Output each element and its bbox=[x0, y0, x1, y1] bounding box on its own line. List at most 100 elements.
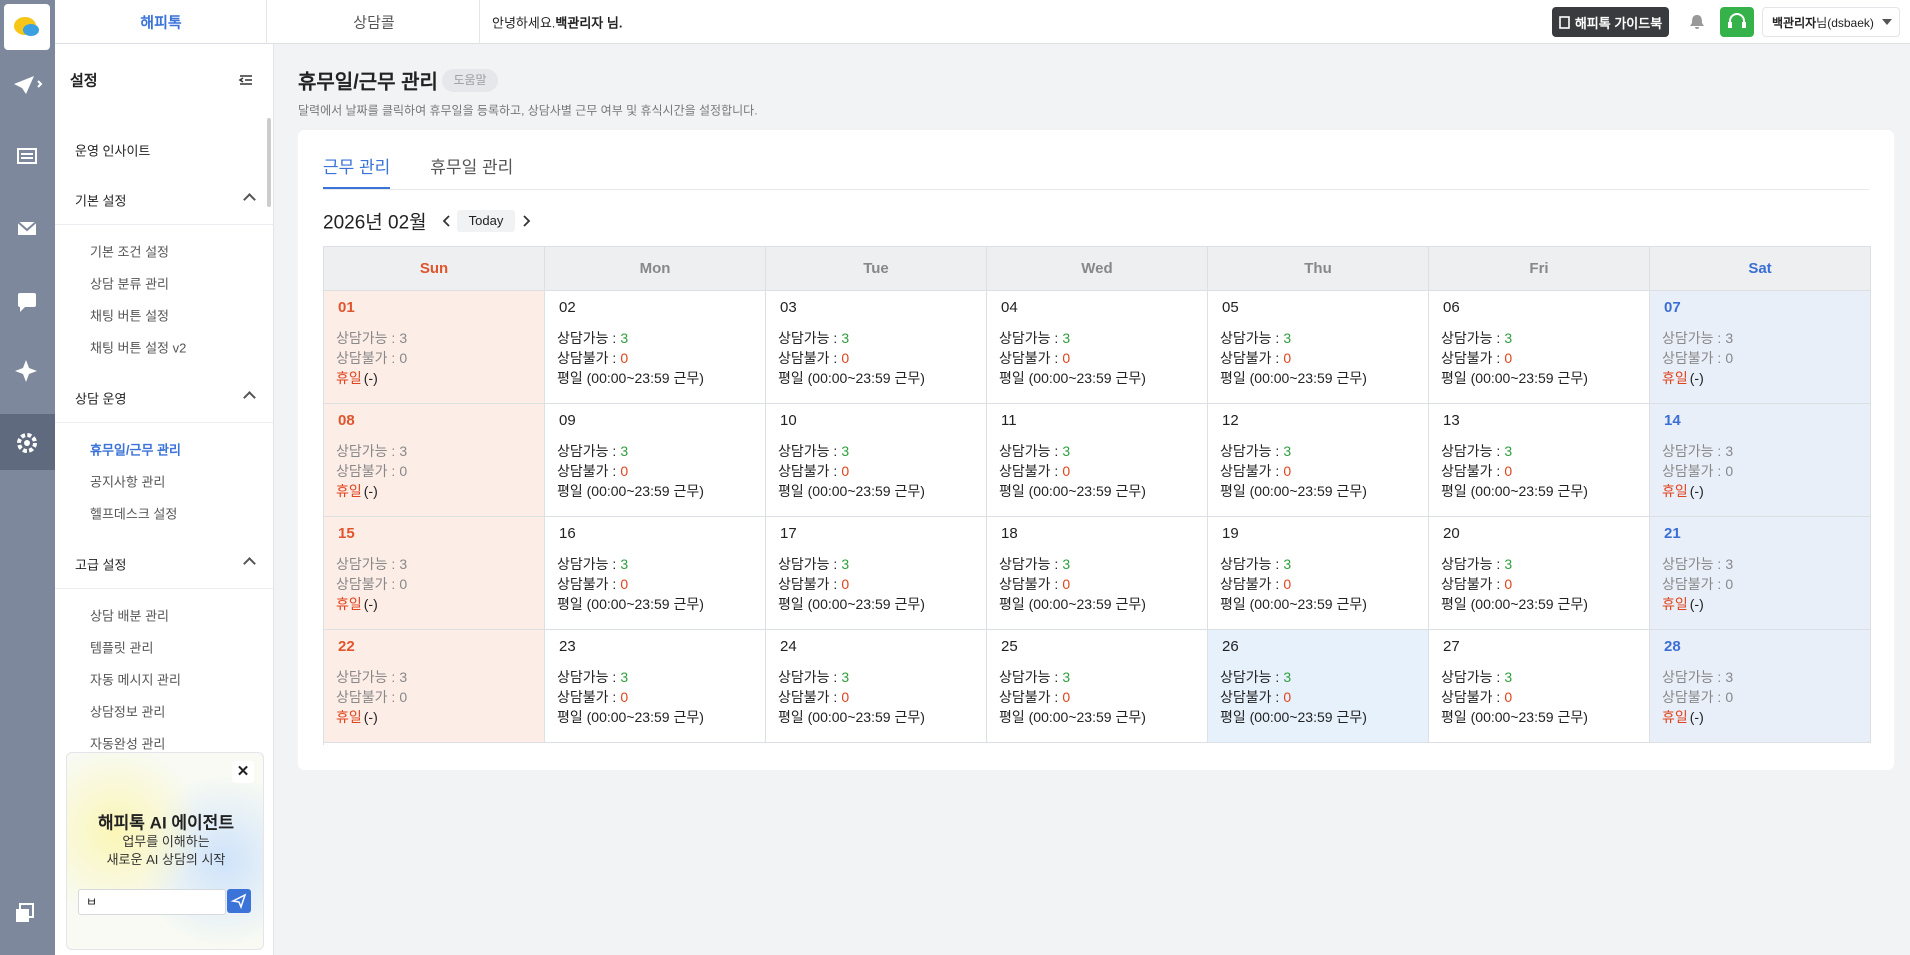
day-status: 평일 (00:00~23:59 근무) bbox=[999, 368, 1146, 388]
prev-button[interactable] bbox=[438, 211, 456, 231]
menu-item[interactable]: 채팅 버튼 설정 v2 bbox=[90, 340, 187, 356]
logo[interactable] bbox=[4, 4, 50, 50]
menu-item[interactable]: 상담 배분 관리 bbox=[90, 608, 169, 624]
menu-section[interactable]: 운영 인사이트 bbox=[75, 143, 151, 159]
tab-active[interactable]: 근무 관리 bbox=[323, 153, 391, 189]
day-line: 상담불가 :0 bbox=[336, 461, 407, 481]
menu-section[interactable]: 고급 설정 bbox=[75, 557, 127, 573]
menu-item[interactable]: 상담 분류 관리 bbox=[90, 276, 169, 292]
line-value: 3 bbox=[1725, 556, 1734, 572]
menu-item-active[interactable]: 휴무일/근무 관리 bbox=[90, 442, 181, 458]
day-cell[interactable]: 13 상담가능 :3 상담불가 :0 평일 (00:00~23:59 근무) bbox=[1429, 404, 1650, 517]
menu-item[interactable]: 템플릿 관리 bbox=[90, 640, 154, 656]
help-button[interactable]: 도움말 bbox=[442, 69, 498, 92]
menu-section[interactable]: 상담 운영 bbox=[75, 391, 127, 407]
day-cell[interactable]: 18 상담가능 :3 상담불가 :0 평일 (00:00~23:59 근무) bbox=[987, 517, 1208, 630]
day-status: 평일 (00:00~23:59 근무) bbox=[999, 594, 1146, 614]
tab[interactable]: 휴무일 관리 bbox=[430, 158, 514, 177]
menu-item[interactable]: 공지사항 관리 bbox=[90, 474, 166, 490]
next-button[interactable] bbox=[517, 211, 535, 231]
guide-button[interactable]: 해피톡 가이드북 bbox=[1552, 7, 1669, 37]
status: 평일 (00:00~23:59 근무) bbox=[999, 370, 1146, 386]
day-cell[interactable]: 04 상담가능 :3 상담불가 :0 평일 (00:00~23:59 근무) bbox=[987, 291, 1208, 404]
day-cell[interactable]: 22 상담가능 :3 상담불가 :0 휴일 (-) bbox=[324, 630, 545, 743]
menu-item[interactable]: 자동완성 관리 bbox=[90, 736, 166, 752]
close-button[interactable]: ✕ bbox=[232, 761, 254, 783]
today-button[interactable]: Today bbox=[457, 210, 515, 232]
day-cell[interactable]: 20 상담가능 :3 상담불가 :0 평일 (00:00~23:59 근무) bbox=[1429, 517, 1650, 630]
line-value: 3 bbox=[399, 556, 408, 572]
status: 평일 (00:00~23:59 근무) bbox=[1220, 709, 1367, 725]
day-cell[interactable]: 21 상담가능 :3 상담불가 :0 휴일 (-) bbox=[1650, 517, 1871, 630]
day-cell[interactable]: 15 상담가능 :3 상담불가 :0 휴일 (-) bbox=[324, 517, 545, 630]
menu-item[interactable]: 기본 조건 설정 bbox=[90, 244, 169, 260]
scrollbar[interactable] bbox=[267, 118, 271, 207]
day-status: 평일 (00:00~23:59 근무) bbox=[999, 707, 1146, 727]
day-cell[interactable]: 02 상담가능 :3 상담불가 :0 평일 (00:00~23:59 근무) bbox=[545, 291, 766, 404]
page-title: 휴무일/근무 관리 bbox=[298, 71, 438, 94]
day-cell[interactable]: 12 상담가능 :3 상담불가 :0 평일 (00:00~23:59 근무) bbox=[1208, 404, 1429, 517]
day-line: 상담가능 :3 bbox=[999, 441, 1070, 461]
day-line: 상담불가 :0 bbox=[999, 574, 1070, 594]
day-cell[interactable]: 27 상담가능 :3 상담불가 :0 평일 (00:00~23:59 근무) bbox=[1429, 630, 1650, 743]
menu-item[interactable]: 헬프데스크 설정 bbox=[90, 506, 178, 522]
line-value: 3 bbox=[1283, 330, 1292, 346]
status-note: (-) bbox=[1689, 370, 1704, 386]
day-cell[interactable]: 09 상담가능 :3 상담불가 :0 평일 (00:00~23:59 근무) bbox=[545, 404, 766, 517]
promo-input[interactable]: ㅂ bbox=[78, 889, 226, 915]
day-line: 상담가능 :3 bbox=[1220, 328, 1291, 348]
line-label: 상담가능 : bbox=[336, 330, 396, 346]
line-value: 0 bbox=[1504, 576, 1513, 592]
day-cell[interactable]: 01 상담가능 :3 상담불가 :0 휴일 (-) bbox=[324, 291, 545, 404]
day-status: 휴일 (-) bbox=[1662, 707, 1704, 727]
day-line: 상담가능 :3 bbox=[1441, 667, 1512, 687]
day-cell[interactable]: 25 상담가능 :3 상담불가 :0 평일 (00:00~23:59 근무) bbox=[987, 630, 1208, 743]
nav-tab[interactable]: 상담콜 bbox=[353, 14, 395, 32]
day-number: 04 bbox=[1001, 299, 1018, 316]
menu-item[interactable]: 채팅 버튼 설정 bbox=[90, 308, 169, 324]
chevron[interactable] bbox=[243, 193, 256, 206]
day-cell[interactable]: 26 상담가능 :3 상담불가 :0 평일 (00:00~23:59 근무) bbox=[1208, 630, 1429, 743]
weekday-header: Tue bbox=[766, 247, 987, 291]
day-cell[interactable]: 23 상담가능 :3 상담불가 :0 평일 (00:00~23:59 근무) bbox=[545, 630, 766, 743]
day-cell[interactable]: 06 상담가능 :3 상담불가 :0 평일 (00:00~23:59 근무) bbox=[1429, 291, 1650, 404]
menu-section[interactable]: 기본 설정 bbox=[75, 193, 127, 209]
call-button[interactable] bbox=[1720, 7, 1754, 37]
day-status: 휴일 (-) bbox=[336, 481, 378, 501]
day-cell[interactable]: 17 상담가능 :3 상담불가 :0 평일 (00:00~23:59 근무) bbox=[766, 517, 987, 630]
nav-icons[interactable] bbox=[0, 70, 55, 470]
weekday-header: Sat bbox=[1650, 247, 1871, 291]
collapse-icon[interactable] bbox=[238, 72, 254, 88]
send-button[interactable] bbox=[227, 889, 251, 913]
nav-tab-active[interactable]: 해피톡 bbox=[140, 14, 182, 32]
day-cell[interactable]: 08 상담가능 :3 상담불가 :0 휴일 (-) bbox=[324, 404, 545, 517]
line-label: 상담불가 : bbox=[778, 689, 838, 705]
day-cell[interactable]: 05 상담가능 :3 상담불가 :0 평일 (00:00~23:59 근무) bbox=[1208, 291, 1429, 404]
day-cell[interactable]: 11 상담가능 :3 상담불가 :0 평일 (00:00~23:59 근무) bbox=[987, 404, 1208, 517]
day-line: 상담가능 :3 bbox=[336, 441, 407, 461]
chevron[interactable] bbox=[243, 391, 256, 404]
chevron[interactable] bbox=[243, 557, 256, 570]
menu-item[interactable]: 상담정보 관리 bbox=[90, 704, 166, 720]
day-number: 19 bbox=[1222, 525, 1239, 542]
user-menu[interactable]: 백관리자 님(dsbaek) bbox=[1762, 7, 1900, 37]
day-cell[interactable]: 28 상담가능 :3 상담불가 :0 휴일 (-) bbox=[1650, 630, 1871, 743]
bell-icon[interactable] bbox=[1687, 12, 1707, 32]
greeting-prefix: 안녕하세요. bbox=[492, 15, 556, 31]
day-cell[interactable]: 24 상담가능 :3 상담불가 :0 평일 (00:00~23:59 근무) bbox=[766, 630, 987, 743]
line-label: 상담불가 : bbox=[336, 689, 396, 705]
status: 휴일 bbox=[336, 709, 362, 725]
day-line: 상담가능 :3 bbox=[557, 554, 628, 574]
day-cell[interactable]: 10 상담가능 :3 상담불가 :0 평일 (00:00~23:59 근무) bbox=[766, 404, 987, 517]
day-cell[interactable]: 07 상담가능 :3 상담불가 :0 휴일 (-) bbox=[1650, 291, 1871, 404]
weekday-header: Sun bbox=[324, 247, 545, 291]
day-cell[interactable]: 14 상담가능 :3 상담불가 :0 휴일 (-) bbox=[1650, 404, 1871, 517]
weekday-header: Fri bbox=[1429, 247, 1650, 291]
day-cell[interactable]: 16 상담가능 :3 상담불가 :0 평일 (00:00~23:59 근무) bbox=[545, 517, 766, 630]
day-cell[interactable]: 03 상담가능 :3 상담불가 :0 평일 (00:00~23:59 근무) bbox=[766, 291, 987, 404]
day-line: 상담가능 :3 bbox=[1220, 667, 1291, 687]
menu-item[interactable]: 자동 메시지 관리 bbox=[90, 672, 181, 688]
day-cell[interactable]: 19 상담가능 :3 상담불가 :0 평일 (00:00~23:59 근무) bbox=[1208, 517, 1429, 630]
copy-icon[interactable] bbox=[0, 896, 55, 926]
